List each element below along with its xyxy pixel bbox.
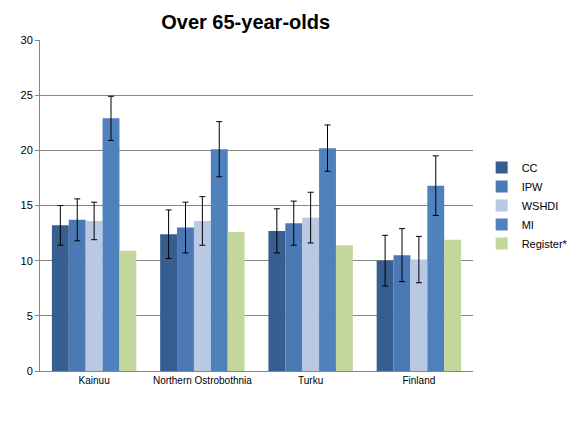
svg-text:0: 0 xyxy=(27,365,33,377)
svg-text:Northern Ostrobothnia: Northern Ostrobothnia xyxy=(153,375,252,386)
svg-text:Finland: Finland xyxy=(402,375,435,386)
svg-text:MI: MI xyxy=(522,219,534,231)
svg-text:25: 25 xyxy=(21,89,33,101)
svg-text:WSHDI: WSHDI xyxy=(522,200,559,212)
svg-text:30: 30 xyxy=(21,34,33,46)
svg-text:15: 15 xyxy=(21,199,33,211)
svg-text:20: 20 xyxy=(21,144,33,156)
svg-text:Kainuu: Kainuu xyxy=(79,375,110,386)
svg-text:CC: CC xyxy=(522,162,538,174)
svg-text:Turku: Turku xyxy=(298,375,323,386)
svg-text:5: 5 xyxy=(27,310,33,322)
svg-text:Over 65-year-olds: Over 65-year-olds xyxy=(161,11,330,33)
svg-text:IPW: IPW xyxy=(522,181,543,193)
svg-text:Register*: Register* xyxy=(522,238,568,250)
svg-text:10: 10 xyxy=(21,255,33,267)
